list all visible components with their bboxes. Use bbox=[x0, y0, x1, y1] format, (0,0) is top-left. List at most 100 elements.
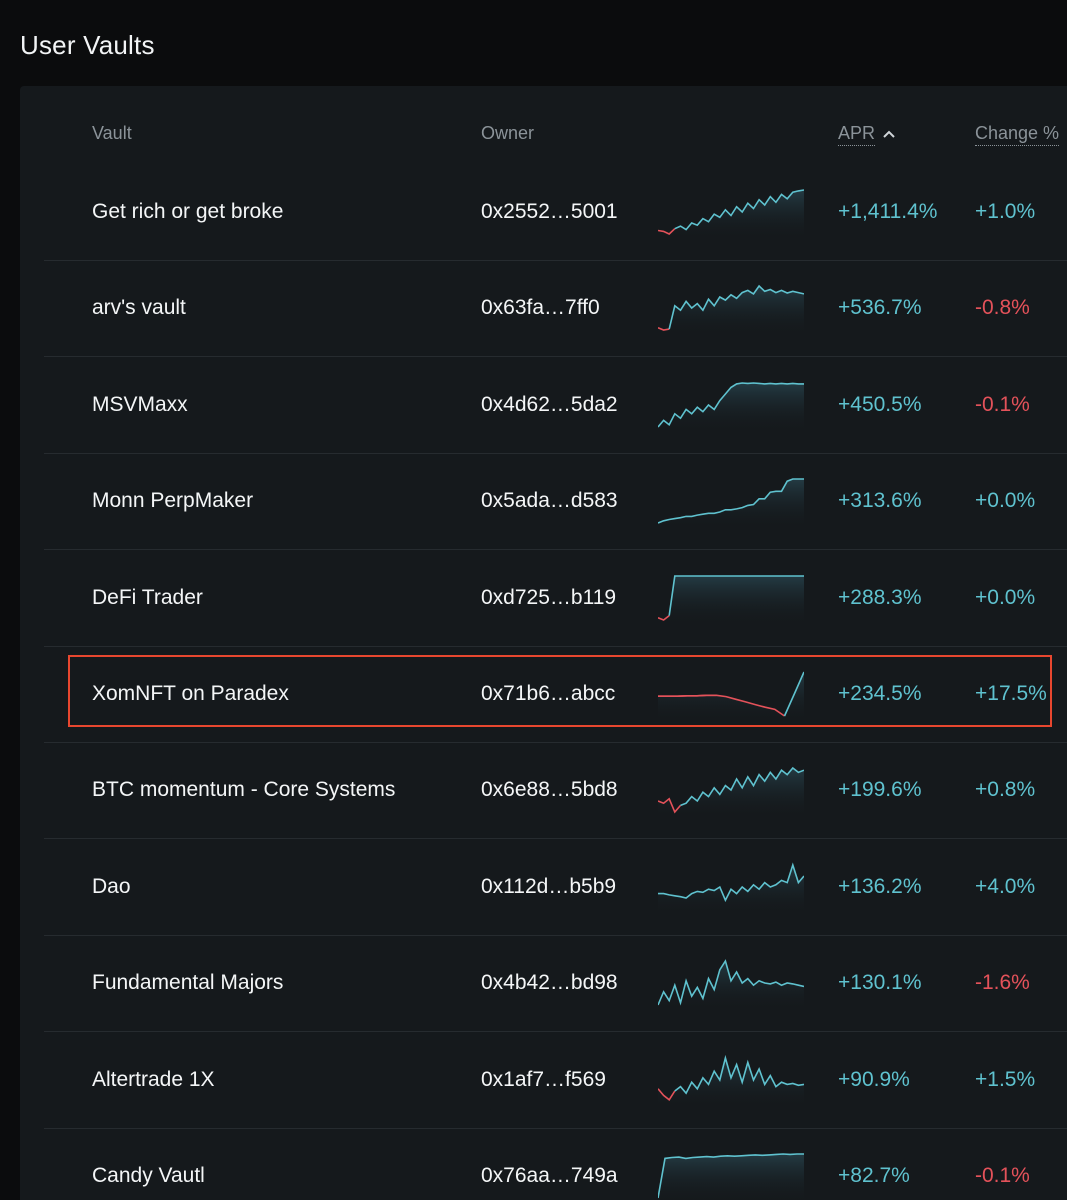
sparkline-line bbox=[658, 959, 804, 1006]
sparkline-area bbox=[658, 672, 804, 722]
sparkline-line bbox=[668, 285, 804, 330]
apr-sparkline bbox=[658, 1153, 804, 1200]
table-row[interactable]: Dao 0x112d…b5b9 +136.2% +4.0% bbox=[44, 839, 1067, 936]
sparkline-area bbox=[658, 382, 804, 433]
sparkline-line bbox=[658, 1153, 804, 1199]
apr-sparkline bbox=[658, 574, 804, 626]
sparkline-area bbox=[658, 768, 804, 819]
sparkline-area bbox=[658, 1057, 804, 1108]
vault-change: +0.8% bbox=[975, 778, 1036, 802]
sparkline-negative-segment bbox=[658, 614, 670, 621]
table-row[interactable]: BTC momentum - Core Systems 0x6e88…5bd8 +1… bbox=[44, 742, 1067, 840]
page-title: User Vaults bbox=[20, 30, 155, 60]
vault-owner[interactable]: 0x76aa…749a bbox=[481, 1164, 618, 1187]
vault-apr: +199.6% bbox=[838, 778, 922, 802]
vault-name[interactable]: Dao bbox=[92, 874, 131, 898]
vault-name[interactable]: arv's vault bbox=[92, 296, 186, 320]
vault-change: +0.0% bbox=[975, 489, 1036, 513]
sparkline-area bbox=[658, 479, 804, 530]
column-header-vault[interactable]: Vault bbox=[92, 123, 132, 143]
sparkline-area bbox=[658, 961, 804, 1012]
apr-sparkline bbox=[658, 862, 804, 915]
sparkline-line bbox=[658, 862, 804, 902]
vault-name[interactable]: Altertrade 1X bbox=[92, 1067, 215, 1091]
vault-owner[interactable]: 0xd725…b119 bbox=[481, 585, 617, 609]
vault-owner[interactable]: 0x71b6…abcc bbox=[481, 682, 616, 705]
vault-owner[interactable]: 0x4d62…5da2 bbox=[481, 392, 618, 416]
sparkline-negative-segment bbox=[658, 694, 717, 698]
vault-apr: +82.7% bbox=[838, 1164, 910, 1187]
vault-owner[interactable]: 0x6e88…5bd8 bbox=[481, 778, 618, 802]
sparkline-line bbox=[668, 574, 804, 616]
vaults-table: Vault Owner APR Change % Get rich or get… bbox=[20, 86, 1067, 1200]
table-row[interactable]: MSVMaxx 0x4d62…5da2 +450.5% -0.1% bbox=[44, 357, 1067, 454]
column-header-owner[interactable]: Owner bbox=[481, 123, 535, 143]
sparkline-negative-segment bbox=[658, 228, 676, 235]
column-header-change[interactable]: Change % bbox=[975, 123, 1060, 146]
table-header: Vault Owner APR Change % bbox=[20, 86, 1067, 174]
vault-owner[interactable]: 0x5ada…d583 bbox=[481, 489, 618, 513]
column-header-apr[interactable]: APR bbox=[838, 123, 876, 146]
vault-owner[interactable]: 0x63fa…7ff0 bbox=[481, 296, 600, 320]
vault-owner[interactable]: 0x4b42…bd98 bbox=[481, 971, 618, 995]
table-row[interactable]: Fundamental Majors 0x4b42…bd98 +130.1% -1.6… bbox=[44, 935, 1067, 1033]
sparkline-line bbox=[783, 671, 804, 717]
vault-apr: +130.1% bbox=[838, 971, 922, 995]
vault-apr: +90.9% bbox=[838, 1067, 910, 1091]
vault-apr: +313.6% bbox=[838, 489, 922, 513]
table-row[interactable]: Get rich or get broke 0x2552…5001 +1,411.4… bbox=[44, 164, 1067, 261]
vault-name[interactable]: BTC momentum - Core Systems bbox=[92, 778, 396, 802]
vault-name[interactable]: MSVMaxx bbox=[92, 392, 188, 416]
vault-change: -1.6% bbox=[975, 971, 1030, 995]
sparkline-line bbox=[674, 1054, 804, 1095]
apr-sparkline bbox=[658, 671, 804, 722]
vault-apr: +234.5% bbox=[838, 682, 922, 705]
sparkline-area bbox=[658, 575, 804, 626]
sparkline-line bbox=[680, 767, 804, 807]
vault-apr: +536.7% bbox=[838, 296, 922, 320]
apr-sparkline bbox=[658, 285, 804, 337]
sparkline-line bbox=[658, 381, 804, 428]
vault-name[interactable]: DeFi Trader bbox=[92, 585, 203, 609]
sparkline-line bbox=[658, 478, 804, 524]
vault-change: +17.5% bbox=[975, 682, 1047, 705]
vault-change: +1.0% bbox=[975, 200, 1036, 223]
table-row[interactable]: DeFi Trader 0xd725…b119 +288.3% +0.0% bbox=[44, 550, 1067, 647]
vault-apr: +136.2% bbox=[838, 874, 922, 898]
vault-name[interactable]: Monn PerpMaker bbox=[92, 489, 254, 513]
vault-apr: +288.3% bbox=[838, 585, 922, 609]
sparkline-negative-segment bbox=[658, 797, 682, 814]
sparkline-negative-segment bbox=[658, 1087, 676, 1101]
vault-owner[interactable]: 0x1af7…f569 bbox=[481, 1067, 606, 1091]
vault-owner[interactable]: 0x112d…b5b9 bbox=[481, 874, 617, 898]
chevron-up-icon[interactable] bbox=[882, 127, 896, 141]
vault-apr: +1,411.4% bbox=[838, 200, 938, 223]
table-row[interactable]: Altertrade 1X 0x1af7…f569 +90.9% +1.5% bbox=[44, 1032, 1067, 1129]
vault-owner[interactable]: 0x2552…5001 bbox=[481, 200, 618, 223]
vault-change: +4.0% bbox=[975, 874, 1036, 898]
vault-name[interactable]: Get rich or get broke bbox=[92, 200, 284, 223]
apr-sparkline bbox=[658, 478, 804, 530]
vault-change: -0.8% bbox=[975, 296, 1030, 320]
apr-sparkline bbox=[658, 1054, 804, 1108]
sparkline-area bbox=[658, 1154, 804, 1200]
sparkline-area bbox=[658, 286, 804, 337]
vault-change: +1.5% bbox=[975, 1067, 1036, 1091]
vault-name[interactable]: Candy Vautl bbox=[92, 1164, 205, 1187]
table-row[interactable]: Candy Vautl 0x76aa…749a +82.7% -0.1% bbox=[44, 1128, 1067, 1200]
apr-sparkline bbox=[658, 767, 804, 819]
apr-sparkline bbox=[658, 189, 804, 240]
table-row[interactable]: arv's vault 0x63fa…7ff0 +536.7% -0.8% bbox=[44, 260, 1067, 358]
table-row[interactable]: XomNFT on Paradex 0x71b6…abcc +234.5% +17.5… bbox=[44, 646, 1067, 743]
sparkline-negative-segment bbox=[658, 327, 670, 332]
apr-sparkline bbox=[658, 381, 804, 433]
sparkline-line bbox=[674, 189, 804, 231]
vault-name[interactable]: XomNFT on Paradex bbox=[92, 682, 289, 705]
vault-change: -0.1% bbox=[975, 1164, 1030, 1187]
apr-sparkline bbox=[658, 959, 804, 1012]
vault-change: +0.0% bbox=[975, 585, 1036, 609]
table-row[interactable]: Monn PerpMaker 0x5ada…d583 +313.6% +0.0% bbox=[44, 453, 1067, 551]
vault-name[interactable]: Fundamental Majors bbox=[92, 971, 284, 995]
sparkline-area bbox=[658, 190, 804, 240]
vault-apr: +450.5% bbox=[838, 392, 922, 416]
